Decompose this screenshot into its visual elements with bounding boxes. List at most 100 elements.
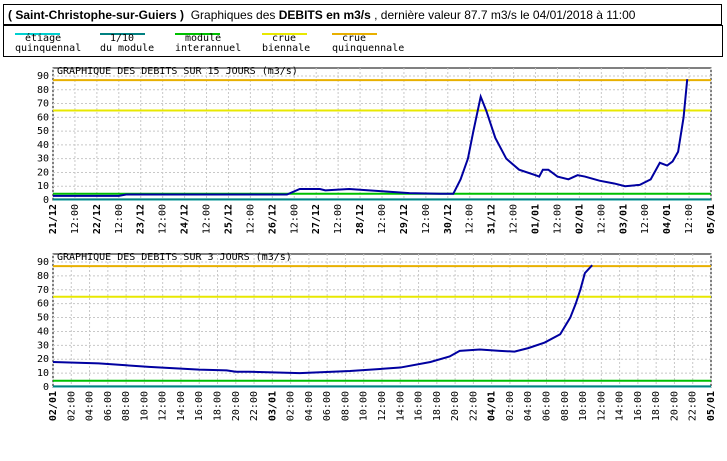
x-tick-label: 24/12 <box>180 204 191 234</box>
x-tick-label: 12:00 <box>202 204 213 234</box>
x-tick-label: 22:00 <box>688 391 699 421</box>
x-tick-label: 26/12 <box>267 204 278 234</box>
y-tick-label: 50 <box>37 313 49 324</box>
x-tick-label: 12:00 <box>70 204 81 234</box>
header: ( Saint-Christophe-sur-Guiers ) Graphiqu… <box>3 4 722 25</box>
y-tick-label: 10 <box>37 368 49 379</box>
x-tick-label: 10:00 <box>578 391 589 421</box>
x-tick-label: 12:00 <box>640 204 651 234</box>
x-tick-label: 12:00 <box>158 204 169 234</box>
x-tick-label: 12:00 <box>509 204 520 234</box>
x-tick-label: 12:00 <box>333 204 344 234</box>
x-tick-label: 12:00 <box>552 204 563 234</box>
header-suffix: , dernière valeur 87.7 m3/s le 04/01/201… <box>374 8 636 22</box>
legend-label: module <box>185 33 221 44</box>
legend-label: crue <box>272 33 296 44</box>
x-tick-label: 04/01 <box>662 204 673 234</box>
x-tick-label: 04:00 <box>85 391 96 421</box>
x-tick-label: 10:00 <box>139 391 150 421</box>
x-tick-label: 29/12 <box>399 204 410 234</box>
y-tick-label: 50 <box>37 126 49 137</box>
y-tick-label: 30 <box>37 154 49 165</box>
x-tick-label: 10:00 <box>359 391 370 421</box>
y-tick-label: 20 <box>37 354 49 365</box>
x-tick-label: 02:00 <box>505 391 516 421</box>
flow-line <box>53 79 689 197</box>
x-tick-label: 31/12 <box>487 204 498 234</box>
x-tick-label: 30/12 <box>443 204 454 234</box>
y-tick-label: 0 <box>43 195 49 206</box>
x-tick-label: 03/01 <box>267 391 278 421</box>
x-tick-label: 22:00 <box>468 391 479 421</box>
legend-label: quinquennale <box>332 43 404 54</box>
x-tick-label: 02/01 <box>574 204 585 234</box>
legend-label: biennale <box>262 43 310 54</box>
x-tick-label: 12:00 <box>596 391 607 421</box>
legend-label: 1/10 <box>110 33 134 44</box>
x-tick-label: 20:00 <box>669 391 680 421</box>
x-tick-label: 04:00 <box>523 391 534 421</box>
x-tick-label: 20:00 <box>231 391 242 421</box>
x-tick-label: 25/12 <box>223 204 234 234</box>
flow-line <box>52 264 593 375</box>
chart-title: GRAPHIQUE DES DEBITS SUR 3 JOURS (m3/s) <box>57 252 292 263</box>
x-tick-label: 16:00 <box>414 391 425 421</box>
x-tick-label: 23/12 <box>136 204 147 234</box>
legend-label: interannuel <box>175 43 241 54</box>
x-tick-label: 12:00 <box>245 204 256 234</box>
legend-box <box>3 25 723 57</box>
x-tick-label: 21/12 <box>48 204 59 234</box>
x-tick-label: 06:00 <box>103 391 114 421</box>
x-tick-label: 04/01 <box>487 391 498 421</box>
y-tick-label: 90 <box>37 257 49 268</box>
x-tick-label: 06:00 <box>322 391 333 421</box>
y-tick-label: 0 <box>43 382 49 393</box>
x-tick-label: 12:00 <box>684 204 695 234</box>
x-tick-label: 12:00 <box>158 391 169 421</box>
x-tick-label: 14:00 <box>615 391 626 421</box>
x-tick-label: 08:00 <box>340 391 351 421</box>
y-tick-label: 30 <box>37 340 49 351</box>
x-tick-label: 12:00 <box>421 204 432 234</box>
chart-title: GRAPHIQUE DES DEBITS SUR 15 JOURS (m3/s) <box>57 66 298 77</box>
legend-label: du module <box>100 43 154 54</box>
legend-label: quinquennal <box>15 43 81 54</box>
x-tick-label: 14:00 <box>176 391 187 421</box>
y-tick-label: 90 <box>37 71 49 82</box>
x-tick-label: 08:00 <box>560 391 571 421</box>
x-tick-label: 20:00 <box>450 391 461 421</box>
x-tick-label: 18:00 <box>432 391 443 421</box>
x-tick-label: 02:00 <box>286 391 297 421</box>
y-tick-label: 70 <box>37 285 49 296</box>
x-tick-label: 12:00 <box>289 204 300 234</box>
header-prefix: Graphiques des <box>190 8 276 22</box>
y-tick-label: 60 <box>37 299 49 310</box>
x-tick-label: 02:00 <box>66 391 77 421</box>
legend-label: étiage <box>25 32 61 44</box>
x-tick-label: 18:00 <box>651 391 662 421</box>
x-tick-label: 28/12 <box>355 204 366 234</box>
y-tick-label: 40 <box>37 326 49 337</box>
x-tick-label: 03/01 <box>618 204 629 234</box>
x-tick-label: 14:00 <box>395 391 406 421</box>
y-tick-label: 60 <box>37 112 49 123</box>
y-tick-label: 10 <box>37 181 49 192</box>
header-measure: DEBITS en m3/s <box>278 8 371 22</box>
x-tick-label: 06:00 <box>542 391 553 421</box>
x-tick-label: 22:00 <box>249 391 260 421</box>
y-tick-label: 80 <box>37 271 49 282</box>
station: ( Saint-Christophe-sur-Guiers ) <box>8 8 185 22</box>
x-tick-label: 16:00 <box>633 391 644 421</box>
x-tick-label: 05/01 <box>706 391 717 421</box>
y-tick-label: 70 <box>37 99 49 110</box>
x-tick-label: 05/01 <box>706 204 717 234</box>
x-tick-label: 12:00 <box>377 204 388 234</box>
x-tick-label: 02/01 <box>48 391 59 421</box>
x-tick-label: 04:00 <box>304 391 315 421</box>
x-tick-label: 12:00 <box>114 204 125 234</box>
x-tick-label: 08:00 <box>121 391 132 421</box>
x-tick-label: 18:00 <box>213 391 224 421</box>
y-tick-label: 20 <box>37 167 49 178</box>
